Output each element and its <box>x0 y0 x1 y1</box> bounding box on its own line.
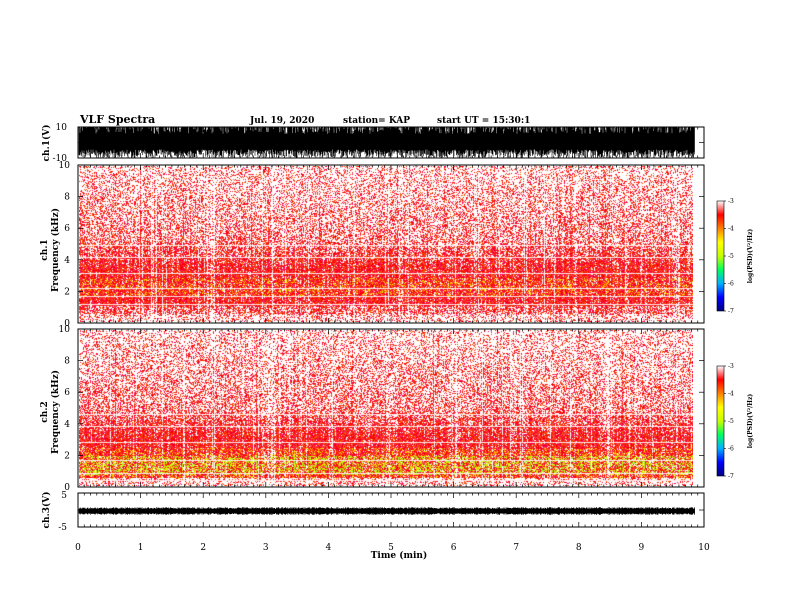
start-time-label: start UT = 15:30:1 <box>437 116 530 126</box>
ch2-colorbar-tick-label: -7 <box>728 473 734 480</box>
time-axis-tick-label: 0 <box>75 543 81 553</box>
ch1-spectrogram-panel: 0 2 4 6 8 10 ch.1 Frequency (kHz) <box>40 161 705 329</box>
ch2-colorbar: -3 -4 -5 -6 -7 log(PSD)(V²/Hz) <box>716 363 754 480</box>
ch1-spectrogram-ytick-label: 2 <box>64 287 70 297</box>
ch2-spectrogram-ylabel-channel: ch.2 <box>40 401 50 422</box>
ch2-spectrogram-ytick-label: 6 <box>64 388 70 398</box>
time-axis-tick-label: 8 <box>576 543 582 553</box>
ch2-spectrogram-yticklabels: 0 2 4 6 8 10 <box>59 325 71 493</box>
ch2-colorbar-tick-label: -3 <box>728 363 734 370</box>
ch1-spectrogram-image-wrap <box>79 166 693 322</box>
ch1-spectrogram-ylabel-freq: Frequency (kHz) <box>50 208 61 292</box>
ch1-ylabel: ch.1(V) <box>41 125 52 162</box>
ch2-spectrogram-ytick-label: 0 <box>64 483 70 493</box>
ch1-colorbar-tick-label: -6 <box>728 281 734 288</box>
time-axis-tick-label: 5 <box>388 543 394 553</box>
ch1-colorbar-tick-label: -4 <box>728 226 734 233</box>
time-axis-tick-label: 1 <box>138 543 144 553</box>
ch2-colorbar-bar <box>716 365 725 477</box>
ch1-colorbar: -3 -4 -5 -6 -7 log(PSD)(V²/Hz) <box>716 198 754 315</box>
ch1-colorbar-bar <box>716 200 725 312</box>
ch2-colorbar-tick-label: -4 <box>728 391 734 398</box>
ch3-ytick-top: 5 <box>61 491 67 501</box>
ch1-spectrogram-ylabel-channel: ch.1 <box>40 239 50 260</box>
ch2-spectrogram-image-wrap <box>79 330 693 486</box>
ch2-spectrogram-ytick-label: 10 <box>59 325 71 335</box>
ch1-ytick-top: 10 <box>56 123 68 133</box>
ch3-ytick-bottom: -5 <box>58 523 67 533</box>
ch1-colorbar-tick-label: -7 <box>728 308 734 315</box>
ch1-spectrogram-ytick-label: 6 <box>64 224 70 234</box>
ch1-spectrogram-image <box>79 166 693 322</box>
ch1-waveform-ticks <box>77 127 705 158</box>
ch3-waveform-line <box>78 507 695 515</box>
ch1-spectrogram-ticks <box>77 164 705 324</box>
ch1-colorbar-tick-label: -5 <box>728 253 734 260</box>
ch1-waveform-trace <box>78 127 695 158</box>
figure-title: VLF Spectra <box>79 113 155 126</box>
time-axis-tick-label: 10 <box>698 543 710 553</box>
ch2-spectrogram-ticks <box>77 328 705 488</box>
ch3-waveform-panel: 5 -5 ch.3(V) 0 1 2 3 4 5 6 7 8 9 10 Time (min) <box>41 491 710 561</box>
ch1-ytick-bottom: -10 <box>53 154 68 164</box>
time-axis-tick-label: 4 <box>326 543 332 553</box>
ch1-spectrogram-ytick-label: 10 <box>59 161 71 171</box>
ch3-ylabel: ch.3(V) <box>41 492 52 529</box>
ch1-spectrogram-yticklabels: 0 2 4 6 8 10 <box>59 161 71 329</box>
ch2-spectrogram-ytick-label: 4 <box>64 420 70 430</box>
date-label: Jul. 19, 2020 <box>249 116 314 126</box>
ch1-waveform-line <box>78 127 695 158</box>
station-label: station= KAP <box>343 116 410 126</box>
time-axis-tick-label: 2 <box>200 543 206 553</box>
ch2-spectrogram-panel: 0 2 4 6 8 10 ch.2 Frequency (kHz) <box>40 325 705 493</box>
ch2-colorbar-label: log(PSD)(V²/Hz) <box>747 394 754 449</box>
ch2-colorbar-tick-label: -6 <box>728 446 734 453</box>
time-axis-label: Time (min) <box>371 550 428 561</box>
ch1-spectrogram-ytick-label: 8 <box>64 193 70 203</box>
ch2-colorbar-tick-label: -5 <box>728 418 734 425</box>
ch1-colorbar-label: log(PSD)(V²/Hz) <box>747 229 754 284</box>
time-axis-tick-label: 3 <box>263 543 269 553</box>
ch1-waveform-panel: 10 -10 ch.1(V) <box>41 123 705 164</box>
time-axis-ticklabels: 0 1 2 3 4 5 6 7 8 9 10 <box>75 543 710 553</box>
time-axis-tick-label: 7 <box>513 543 519 553</box>
time-axis-tick-label: 9 <box>639 543 645 553</box>
ch1-spectrogram-ytick-label: 4 <box>64 256 70 266</box>
ch2-spectrogram-ytick-label: 8 <box>64 357 70 367</box>
ch3-waveform-trace <box>78 507 695 515</box>
ch2-spectrogram-ylabel-freq: Frequency (kHz) <box>50 370 61 454</box>
time-axis-tick-label: 6 <box>451 543 457 553</box>
ch1-colorbar-tick-label: -3 <box>728 198 734 205</box>
ch3-waveform-ticks <box>77 493 705 527</box>
ch1-spectrogram-ytick-label: 0 <box>64 319 70 329</box>
ch2-spectrogram-image <box>79 330 693 486</box>
ch2-spectrogram-ytick-label: 2 <box>64 451 70 461</box>
